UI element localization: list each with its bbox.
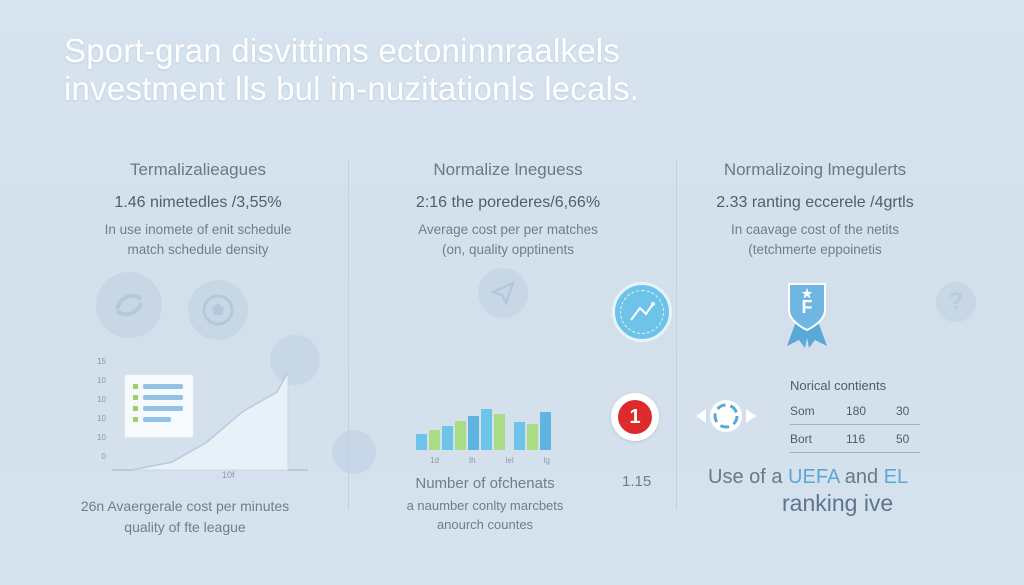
left-footer-line-1: 26n Avaergerale cost per minutes <box>80 498 290 514</box>
y-tick: 15 <box>97 357 106 366</box>
bar <box>429 430 440 450</box>
bar <box>455 421 466 450</box>
left-footer: 26n Avaergerale cost per minutes quality… <box>40 496 330 538</box>
column-divider <box>676 160 677 510</box>
column-3-desc-line-1: In caavage cost of the netits <box>730 222 900 237</box>
bar <box>416 434 427 450</box>
send-icon <box>478 268 528 318</box>
bar <box>442 426 453 450</box>
badge-inner-ring <box>620 290 664 334</box>
table-cell-v2: 30 <box>896 404 910 418</box>
left-area-chart: 15 10 10 10 10 0 10f <box>92 352 312 480</box>
shield-letter: F <box>801 297 813 317</box>
table-cell-name: Som <box>790 404 815 418</box>
column-1-stat: 1.46 nimetedles /3,55% <box>114 194 282 211</box>
table-cell-v1: 116 <box>846 432 866 446</box>
page-title: Sport-gran disvittims ectoninnraalkels i… <box>64 32 964 108</box>
title-line-1: Sport-gran disvittims ectoninnraalkels <box>64 32 620 69</box>
number-one-glyph: 1 <box>618 400 652 434</box>
checklist-row <box>133 406 185 411</box>
title-line-2: investment lls bul in-nuzitationls lecal… <box>64 70 640 107</box>
column-divider <box>348 160 349 510</box>
column-3-stat: 2.33 ranting eccerele /4grtls <box>716 194 914 211</box>
middle-footer-line-2: a naumber conlty marcbets <box>406 498 564 513</box>
column-2-stat: 2:16 the porederes/6,66% <box>415 194 601 211</box>
y-tick: 10 <box>97 395 106 404</box>
column-1-heading: Termalizalieagues <box>129 160 267 179</box>
uefa-label: UEFA <box>788 466 840 488</box>
right-table-title: Norical contients <box>790 378 887 393</box>
middle-chart-x-axis: 1d th lel lg <box>430 456 550 465</box>
column-1-desc-line-2: match schedule density <box>127 242 269 257</box>
column-3-description: In caavage cost of the netits (tetchmert… <box>680 220 950 260</box>
checklist-row <box>133 417 185 422</box>
stadium-badge-icon <box>612 282 672 342</box>
table-row: Som 180 30 <box>790 404 920 425</box>
column-2-heading: Normalize lneguess <box>433 160 583 179</box>
bar <box>468 416 479 450</box>
middle-footer-line-3: anourch countes <box>436 517 534 532</box>
number-one-badge: 1 <box>611 393 659 441</box>
middle-footer-title: Number of ofchenats <box>415 475 555 492</box>
y-tick: 10 <box>97 376 106 385</box>
column-2-description: Average cost per per matches (on, qualit… <box>378 220 638 260</box>
column-3-desc-line-2: (tetchmerte eppoinetis <box>748 242 882 257</box>
ball-icon <box>332 430 376 474</box>
left-chart-plot <box>112 371 308 471</box>
transfer-arrows-icon <box>696 396 756 436</box>
table-row: Bort 116 50 <box>790 425 920 453</box>
column-1-desc-line-1: In use inomete of enit schedule <box>104 222 292 237</box>
middle-bar-chart <box>416 409 551 450</box>
checklist-card <box>124 374 194 438</box>
column-1-description: In use inomete of enit schedule match sc… <box>68 220 328 260</box>
x-tick: th <box>468 456 476 465</box>
left-chart-y-axis: 15 10 10 10 10 0 <box>92 352 106 466</box>
right-table: Som 180 30 Bort 116 50 <box>790 404 920 453</box>
right-footer-and: and <box>844 466 879 488</box>
y-tick: 10 <box>97 414 106 423</box>
y-tick: 0 <box>101 452 106 461</box>
right-footer-prefix: Use of a <box>708 466 783 488</box>
left-footer-line-2: quality of fte league <box>124 519 246 535</box>
table-cell-v2: 50 <box>896 432 910 446</box>
checklist-row <box>133 395 185 400</box>
exchange-icon <box>96 272 162 338</box>
table-cell-v1: 180 <box>846 404 867 418</box>
question-glyph: ? <box>948 288 964 315</box>
middle-footer: a naumber conlty marcbets anourch counte… <box>380 496 590 534</box>
bar <box>540 412 551 450</box>
column-2-desc-line-1: Average cost per per matches <box>418 222 598 237</box>
table-cell-name: Bort <box>790 432 813 446</box>
bar <box>514 422 525 450</box>
shield-ribbon-icon: F <box>783 280 831 350</box>
y-tick: 10 <box>97 433 106 442</box>
right-footer-line-1: Use of a UEFA and EL <box>708 466 908 489</box>
el-label: EL <box>883 466 909 488</box>
soccer-ball-icon <box>188 280 248 340</box>
x-tick: 1d <box>430 456 439 465</box>
left-chart-x-label: 10f <box>222 470 235 480</box>
question-icon: ? <box>936 282 976 322</box>
target-icon <box>270 335 320 385</box>
checklist-row <box>133 384 185 389</box>
bar <box>494 414 505 450</box>
area-series-line <box>131 371 289 471</box>
bar <box>481 409 492 450</box>
middle-value: 1.15 <box>622 473 652 490</box>
x-tick: lel <box>505 456 514 465</box>
column-2-desc-line-2: (on, quality opptinents <box>441 242 575 257</box>
bar <box>527 424 538 450</box>
column-3-heading: Normalizoing lmegulerts <box>723 160 907 179</box>
x-tick: lg <box>543 456 550 465</box>
right-footer-line-2: ranking ive <box>782 490 894 516</box>
